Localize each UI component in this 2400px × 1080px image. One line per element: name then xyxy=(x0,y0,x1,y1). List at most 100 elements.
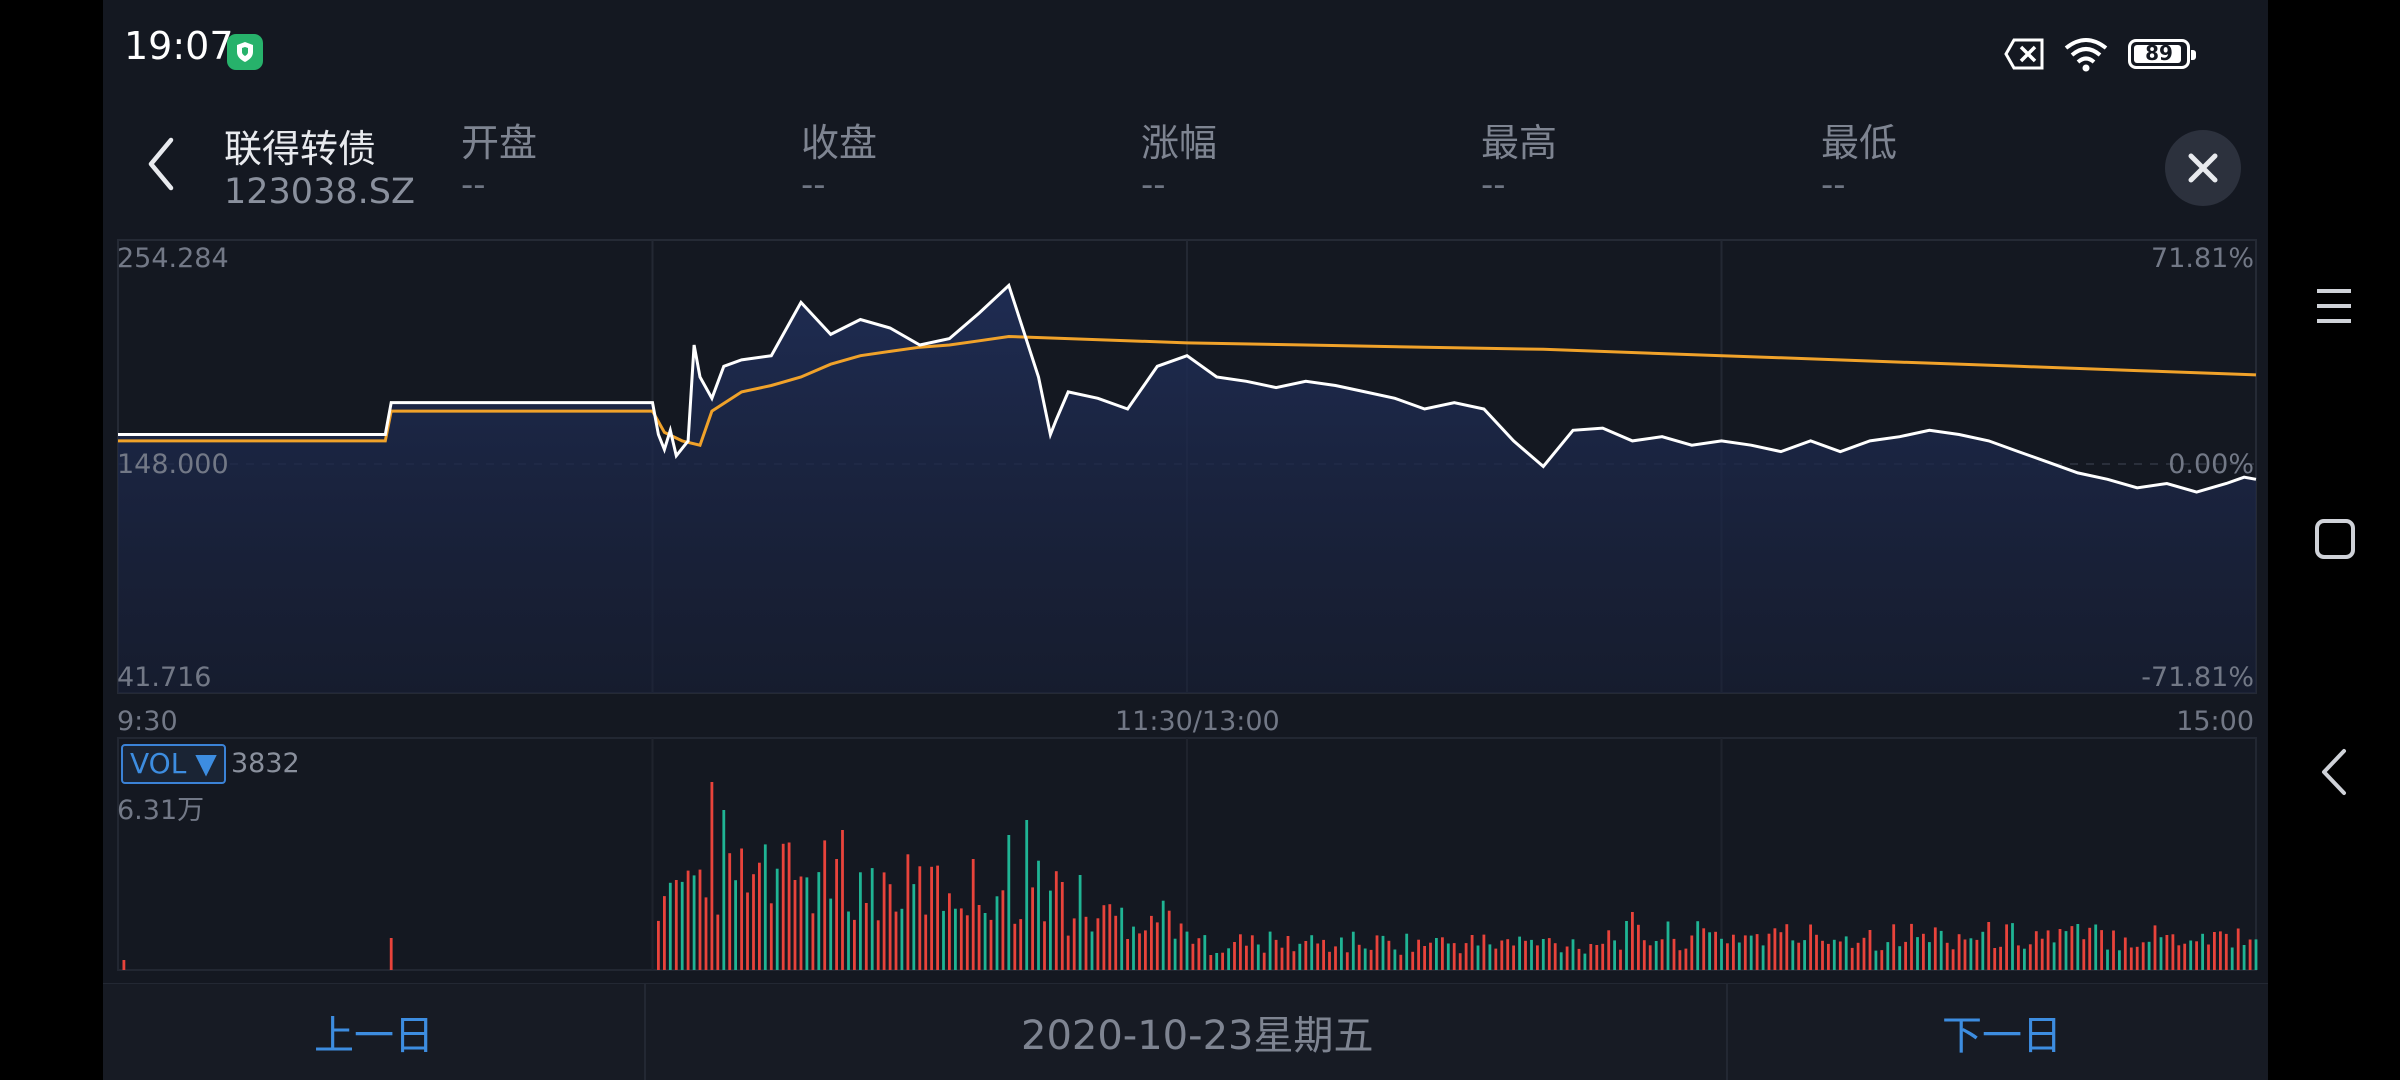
intraday-chart xyxy=(117,239,2258,971)
volume-bar xyxy=(1150,915,1153,970)
volume-bar xyxy=(971,859,975,970)
volume-bar xyxy=(1429,942,1432,970)
volume-bar xyxy=(1043,921,1046,970)
volume-bar xyxy=(959,908,963,970)
volume-bar xyxy=(1185,931,1189,970)
volume-bar xyxy=(2201,933,2204,970)
prev-day-button[interactable]: 上一日 xyxy=(314,1013,434,1059)
volume-bar xyxy=(1625,921,1628,970)
volume-bar xyxy=(1203,935,1207,970)
volume-bar xyxy=(1126,939,1129,970)
volume-bar xyxy=(2195,941,2198,970)
volume-bar xyxy=(1292,951,1296,970)
volume-bar xyxy=(1827,943,1830,970)
volume-bar xyxy=(1737,942,1741,970)
volume-bar xyxy=(1144,930,1147,970)
volume-bar xyxy=(698,869,702,970)
battery-level: 89 xyxy=(2145,41,2173,65)
pct-axis-bottom: -71.81% xyxy=(2141,662,2254,693)
volume-bar xyxy=(2028,944,2032,970)
volume-bar xyxy=(1500,940,1504,970)
volume-bar xyxy=(1797,942,1801,970)
volume-bar xyxy=(1815,934,1818,970)
volume-bar xyxy=(870,868,874,970)
volume-value: 3832 xyxy=(231,748,300,779)
volume-bar xyxy=(1488,944,1492,970)
volume-bar xyxy=(2248,939,2252,970)
volume-bar xyxy=(1832,939,1836,970)
volume-bar xyxy=(1571,939,1575,970)
volume-bar xyxy=(663,896,666,970)
volume-bar xyxy=(1530,939,1533,970)
volume-bar xyxy=(1031,887,1034,970)
volume-bar xyxy=(1381,935,1385,970)
volume-bar xyxy=(389,938,393,970)
volume-bar xyxy=(1987,922,1991,970)
volume-bar xyxy=(1316,943,1320,970)
volume-bar xyxy=(2005,924,2008,970)
volume-bar xyxy=(948,893,951,970)
volume-bar xyxy=(2058,929,2062,970)
volume-bar xyxy=(1019,919,1023,970)
volume-bar xyxy=(763,844,767,970)
volume-bar xyxy=(2236,928,2240,970)
volume-bar xyxy=(1975,939,1979,970)
volume-bar xyxy=(995,896,999,970)
volume-bar xyxy=(2159,937,2163,970)
volume-bar xyxy=(1589,944,1593,970)
volume-bar xyxy=(876,920,880,970)
pct-axis-mid: 0.00% xyxy=(2168,449,2254,480)
volume-bar xyxy=(2046,930,2050,970)
volume-bar xyxy=(841,830,844,970)
volume-bar xyxy=(965,915,969,970)
home-square-icon[interactable] xyxy=(2314,518,2356,560)
sim-off-icon xyxy=(2004,38,2044,70)
volume-bar xyxy=(1922,933,1925,970)
volume-bar xyxy=(847,911,850,970)
volume-bar xyxy=(2076,924,2080,970)
volume-bar xyxy=(1458,953,1462,970)
volume-bar xyxy=(1761,945,1765,970)
volume-bar xyxy=(1648,945,1652,970)
metric-change-label: 涨幅 xyxy=(1141,121,1218,165)
volume-bar xyxy=(1690,935,1694,970)
volume-bar xyxy=(1435,938,1438,970)
volume-bar xyxy=(1345,952,1349,970)
volume-bar xyxy=(1250,935,1254,970)
volume-bar xyxy=(1452,943,1456,970)
time-mid: 11:30/13:00 xyxy=(1115,706,1280,737)
menu-icon[interactable] xyxy=(2313,285,2355,327)
volume-bar xyxy=(668,882,672,970)
volume-bars xyxy=(122,782,2258,970)
volume-bar xyxy=(2230,947,2234,970)
volume-bar xyxy=(728,853,732,970)
volume-indicator-dropdown[interactable]: VOL ▼ xyxy=(121,744,226,784)
volume-bar xyxy=(2147,941,2151,970)
close-button[interactable] xyxy=(2165,130,2241,206)
volume-bar xyxy=(2183,943,2187,970)
volume-bar xyxy=(1179,923,1183,970)
next-day-button[interactable]: 下一日 xyxy=(1942,1013,2062,1059)
price-line xyxy=(118,282,2257,494)
volume-bar xyxy=(1078,875,1082,970)
volume-bar xyxy=(1286,936,1290,970)
volume-bar xyxy=(942,910,945,970)
nav-back-icon[interactable] xyxy=(2316,748,2352,796)
volume-bar xyxy=(1945,942,1949,970)
volume-bar xyxy=(1304,941,1308,970)
volume-bar xyxy=(1821,940,1824,970)
back-arrow-icon[interactable] xyxy=(141,134,181,194)
metric-low-value: -- xyxy=(1821,165,1846,205)
volume-bar xyxy=(1892,924,1896,970)
volume-bar xyxy=(1524,940,1527,970)
volume-bar xyxy=(1108,904,1112,970)
volume-bar xyxy=(1732,934,1735,970)
volume-bar xyxy=(853,919,856,970)
volume-bar xyxy=(1470,935,1474,970)
volume-bar xyxy=(823,840,827,970)
volume-bar xyxy=(1660,939,1664,970)
volume-bar xyxy=(2094,924,2098,970)
volume-bar xyxy=(2224,933,2228,970)
volume-bar xyxy=(888,884,892,970)
volume-bar xyxy=(1464,943,1468,970)
